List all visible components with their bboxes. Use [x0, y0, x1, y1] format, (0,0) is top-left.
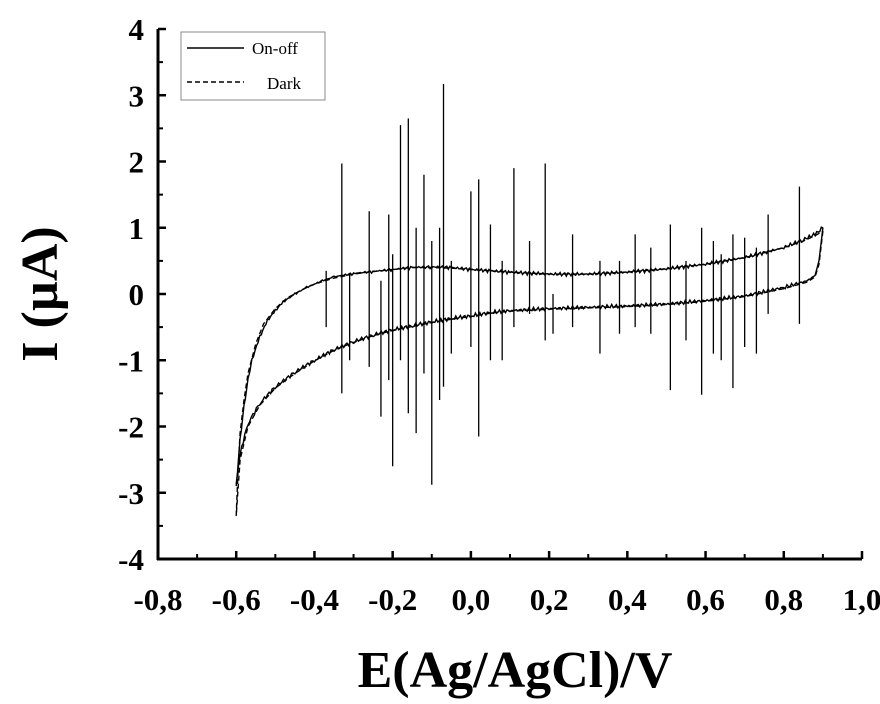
- y-axis-title: I (µA): [12, 226, 69, 361]
- y-tick-label: -4: [118, 542, 144, 577]
- x-tick-label: -0,6: [212, 582, 261, 617]
- x-tick-label: 0,8: [764, 582, 803, 617]
- y-tick-label: 3: [129, 78, 145, 113]
- x-tick-label: -0,8: [133, 582, 182, 617]
- y-tick-label: 4: [129, 12, 145, 47]
- x-tick-label: 0,0: [452, 582, 491, 617]
- legend-label-on-off: On-off: [252, 39, 298, 58]
- y-tick-label: 2: [129, 145, 145, 180]
- series-dark: [235, 230, 824, 516]
- y-tick-label: 0: [129, 277, 145, 312]
- y-tick-label: -2: [118, 410, 144, 445]
- x-tick-label: -0,4: [290, 582, 339, 617]
- y-tick-label: -1: [118, 343, 144, 378]
- x-tick-label: -0,2: [368, 582, 417, 617]
- x-tick-label: 0,2: [530, 582, 569, 617]
- series-on-off: [235, 83, 824, 487]
- x-tick-label: 0,4: [608, 582, 647, 617]
- plot-area: [235, 83, 824, 516]
- series-line-lower: [235, 231, 824, 516]
- axes: -4 -3 -2 -1 0 1 2 3 4 -0,8 -0,6 -0,4 -0,2 0,0 0,2 0,4 0,…: [118, 12, 880, 617]
- series-line-upper: [235, 230, 824, 516]
- y-tick-label: 1: [129, 211, 145, 246]
- x-tick-label: 0,6: [686, 582, 725, 617]
- legend-box: [180, 31, 326, 101]
- legend: On-off Dark: [180, 31, 326, 101]
- x-axis-title: E(Ag/AgCl)/V: [358, 642, 673, 699]
- legend-label-dark: Dark: [267, 74, 301, 93]
- x-tick-label: 1,0: [843, 582, 880, 617]
- y-tick-label: -3: [118, 476, 144, 511]
